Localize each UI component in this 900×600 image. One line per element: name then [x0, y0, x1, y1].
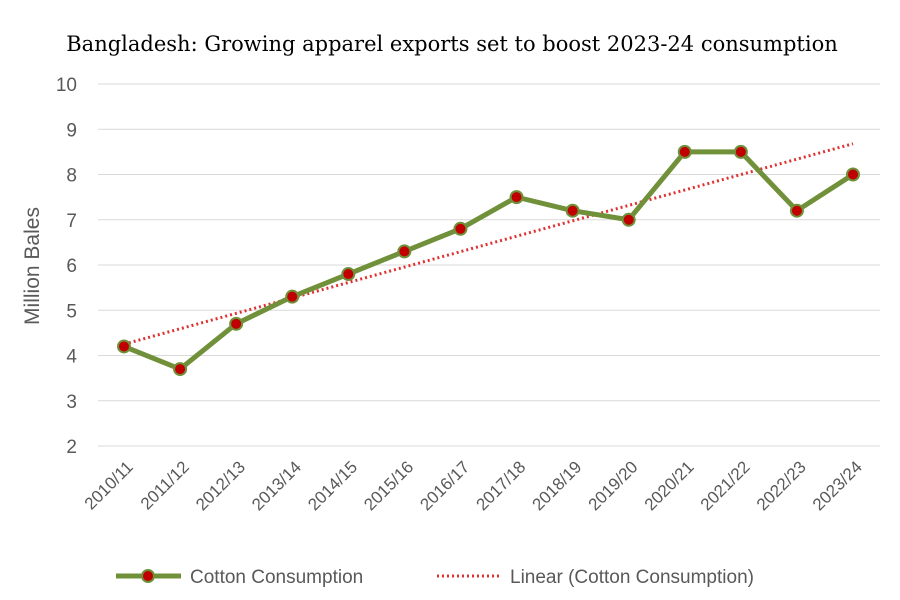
data-point	[397, 244, 412, 259]
legend-trendline-label: Linear (Cotton Consumption)	[510, 567, 754, 588]
data-point	[789, 203, 804, 218]
y-axis-label: Million Bales	[21, 207, 44, 325]
data-point	[453, 221, 468, 236]
y-tick-label: 3	[66, 392, 77, 413]
x-tick-label: 2023/24	[809, 457, 866, 514]
trendline-layer	[123, 142, 854, 346]
x-tick-label: 2019/20	[585, 457, 642, 514]
data-point	[621, 212, 636, 227]
y-tick-label: 9	[66, 120, 77, 141]
x-tick-label: 2016/17	[416, 457, 473, 514]
y-tick-label: 10	[56, 75, 77, 96]
y-tick-label: 4	[66, 347, 77, 368]
y-tick-label: 2	[66, 437, 77, 458]
data-point	[285, 289, 300, 304]
y-tick-label: 7	[66, 211, 77, 232]
x-tick-label: 2017/18	[472, 457, 529, 514]
x-tick-label: 2010/11	[81, 457, 137, 513]
data-point	[229, 316, 244, 331]
data-point	[509, 190, 524, 205]
x-tick-label: 2018/19	[529, 457, 586, 514]
x-tick-label: 2013/14	[248, 457, 305, 514]
data-point	[173, 362, 188, 377]
data-point	[733, 144, 748, 159]
trendline	[123, 142, 854, 346]
x-axis-ticks: 2010/11 2011/12 2012/13 2013/14 2014/15 2015/…	[81, 457, 866, 514]
gridlines	[98, 83, 880, 447]
data-point	[846, 167, 860, 182]
x-tick-label: 2020/21	[641, 457, 698, 514]
legend: Cotton Consumption Linear (Cotton Consum…	[116, 567, 754, 588]
x-tick-label: 2021/22	[697, 457, 754, 514]
legend-series-marker	[141, 569, 155, 583]
data-point	[117, 339, 131, 354]
x-tick-label: 2014/15	[304, 457, 361, 514]
y-tick-label: 5	[66, 301, 77, 322]
y-tick-label: 6	[66, 256, 77, 277]
y-axis-ticks: 2 3 4 5 6 7 8 9 10	[56, 75, 78, 458]
legend-series-label: Cotton Consumption	[190, 567, 363, 588]
data-point	[565, 203, 580, 218]
series-line	[121, 149, 856, 372]
chart-title: Bangladesh: Growing apparel exports set …	[66, 32, 837, 56]
x-tick-label: 2012/13	[192, 457, 249, 514]
x-tick-label: 2022/23	[753, 457, 810, 514]
data-point	[677, 144, 692, 159]
series-layer	[117, 144, 860, 377]
x-tick-label: 2011/12	[137, 457, 193, 513]
y-tick-label: 8	[66, 166, 77, 187]
data-point	[341, 267, 356, 282]
x-tick-label: 2015/16	[360, 457, 417, 514]
